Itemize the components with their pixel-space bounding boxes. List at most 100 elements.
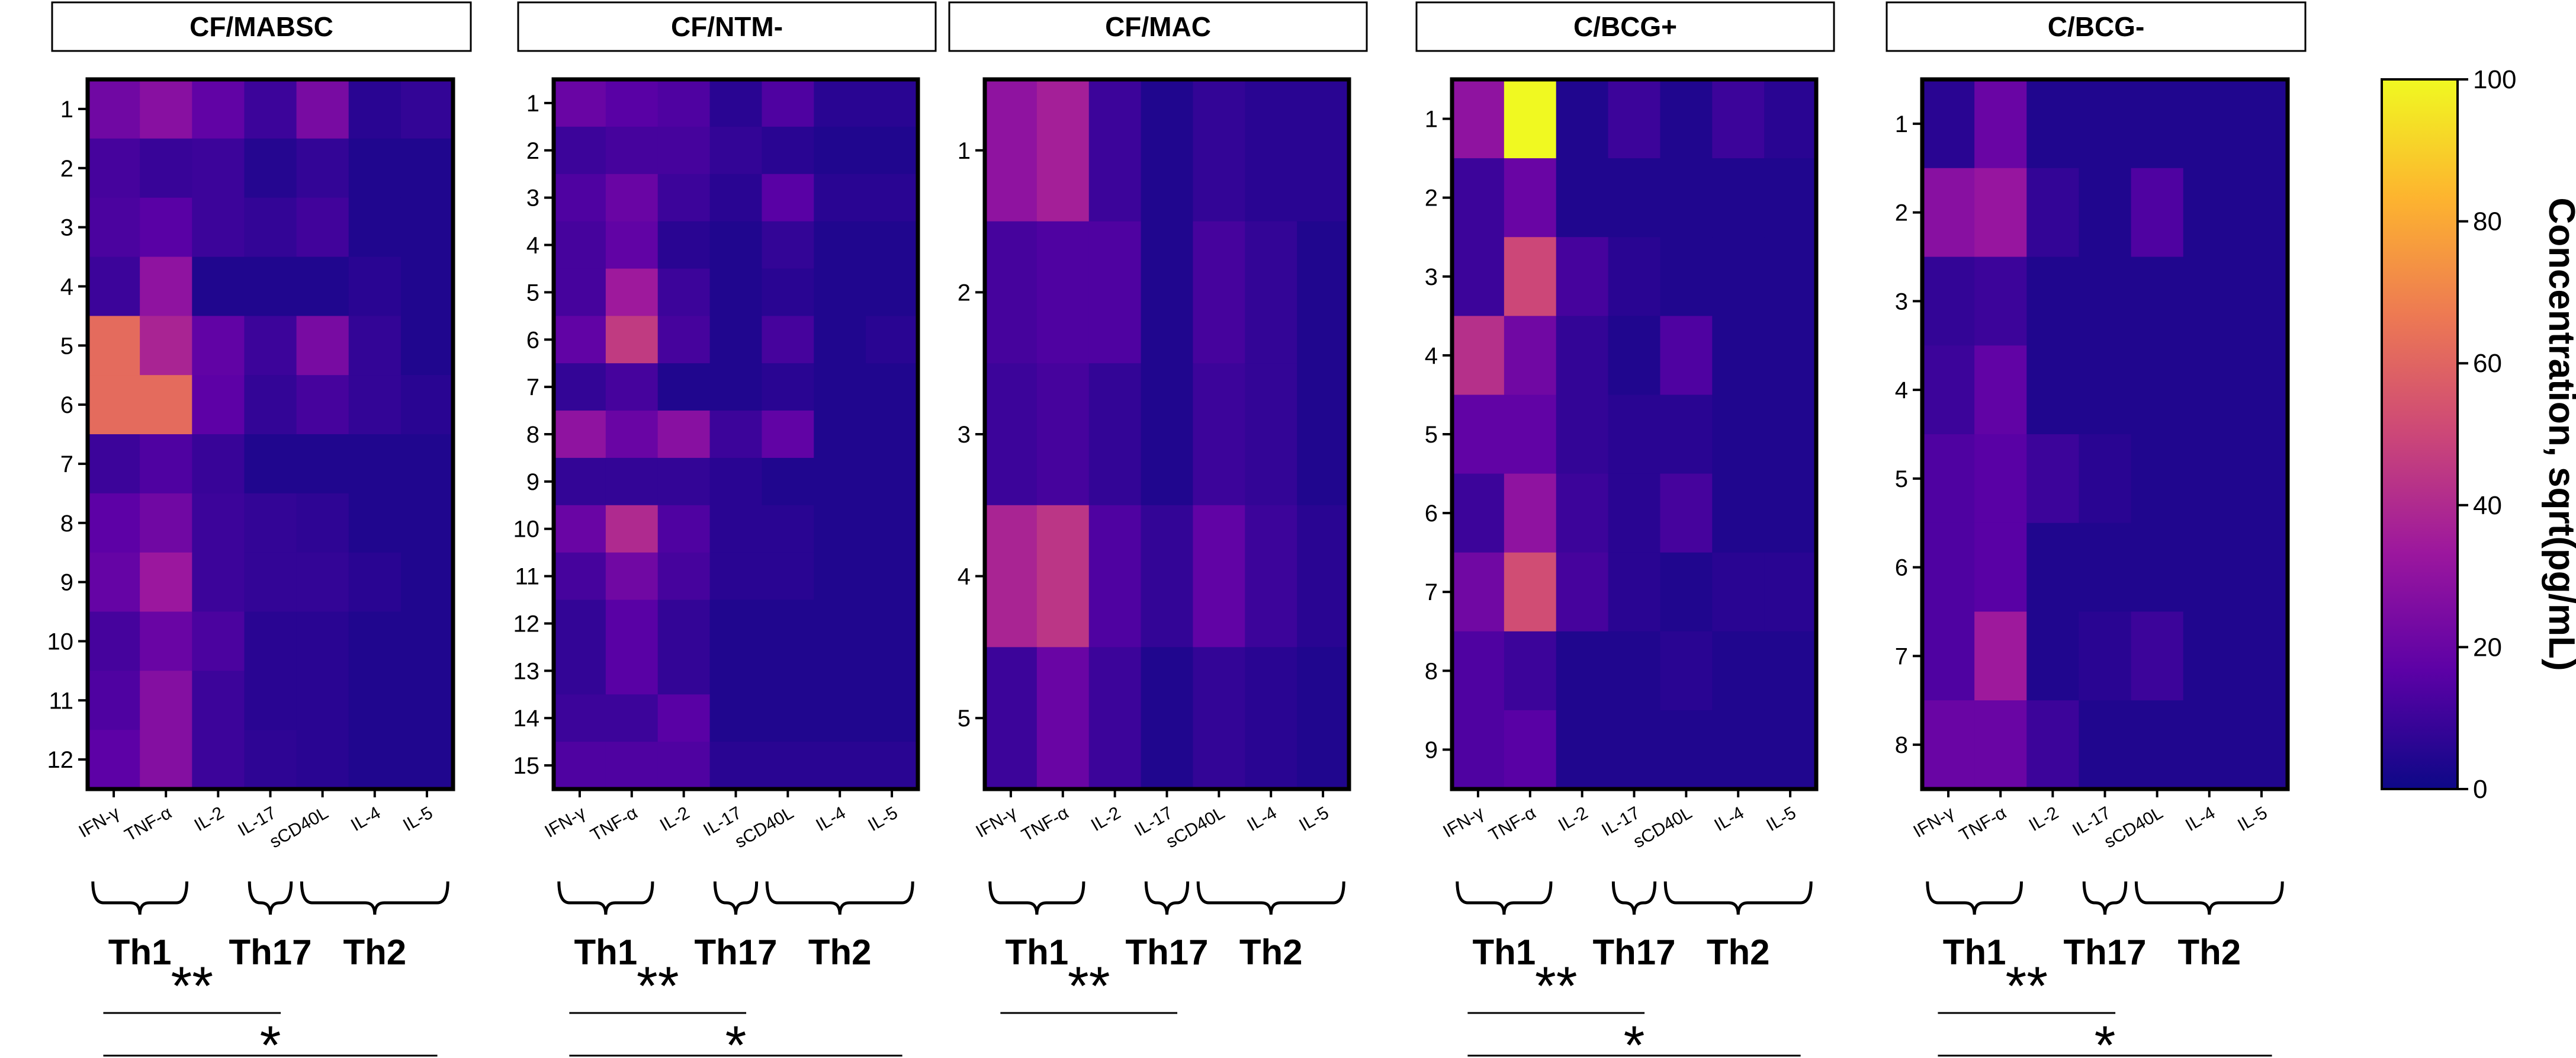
heatmap-cell — [866, 552, 918, 601]
colorbar-tick-label: 60 — [2473, 349, 2502, 378]
significance-stars: ** — [2005, 956, 2048, 1017]
heatmap-cell — [554, 742, 606, 790]
heatmap-cell — [1764, 710, 1817, 790]
heatmap-cell — [866, 647, 918, 695]
heatmap-cell — [2131, 522, 2184, 613]
heatmap-cell — [348, 611, 402, 671]
heatmap-cell — [400, 197, 454, 258]
heatmap-cell — [140, 671, 192, 730]
heatmap-cell — [762, 79, 814, 127]
colorbar-title: Concentration, sqrt(pg/mL) — [2541, 197, 2576, 671]
heatmap-cell — [1660, 79, 1713, 159]
heatmap-cell — [244, 611, 297, 671]
column-label: IFN-γ — [972, 803, 1020, 841]
group-brace — [2082, 881, 2128, 915]
heatmap-cell — [1141, 647, 1194, 790]
row-label: 14 — [513, 706, 540, 732]
panel-title-box — [1886, 1, 2307, 52]
heatmap-cell — [88, 552, 140, 613]
heatmap-cell — [2079, 522, 2132, 613]
column-label: TNF-α — [1956, 803, 2010, 845]
heatmap-cell — [605, 79, 659, 127]
heatmap-cell — [605, 411, 659, 459]
heatmap-cell — [709, 79, 763, 127]
row-label: 5 — [60, 333, 73, 359]
heatmap-cell — [866, 742, 918, 790]
heatmap-cell — [814, 599, 866, 647]
significance-stars: ** — [637, 956, 679, 1017]
column-label: IL-5 — [1296, 803, 1332, 835]
heatmap-cell — [2026, 434, 2080, 524]
row-label: 1 — [1895, 111, 1908, 137]
group-label: Th2 — [1707, 932, 1770, 972]
column-label: IL-4 — [2182, 803, 2218, 835]
panel-title: CF/MABSC — [189, 11, 333, 42]
heatmap-cell — [1660, 395, 1713, 475]
heatmap-cell — [1922, 345, 1975, 435]
row-label: 9 — [60, 570, 73, 596]
heatmap-cell — [296, 434, 349, 494]
row-label: 7 — [526, 374, 539, 400]
column-label: IL-2 — [2026, 803, 2062, 835]
heatmap-cell — [1974, 345, 2027, 435]
heatmap-cell — [814, 174, 866, 222]
heatmap-cell — [709, 363, 763, 411]
row-label: 10 — [47, 629, 74, 655]
heatmap-cell — [1504, 552, 1557, 632]
heatmap-cell — [1556, 473, 1609, 553]
heatmap-cell — [605, 221, 659, 270]
heatmap-cell — [1452, 631, 1505, 711]
heatmap-cell — [192, 257, 245, 316]
heatmap-cell — [1088, 221, 1142, 364]
heatmap-cell — [1712, 237, 1765, 316]
heatmap-cell — [605, 505, 659, 553]
heatmap-cell — [2026, 345, 2080, 435]
heatmap-cell — [296, 257, 349, 316]
heatmap-cell — [140, 730, 192, 790]
column-label: TNF-α — [1486, 803, 1540, 845]
heatmap-cell — [709, 126, 763, 175]
heatmap-cell — [1974, 257, 2027, 346]
heatmap-cell — [1712, 631, 1765, 711]
heatmap-cell — [2026, 522, 2080, 613]
group-brace — [1196, 881, 1345, 915]
heatmap-cell — [1245, 647, 1297, 790]
column-label: IL-4 — [1711, 803, 1747, 835]
heatmap-cell — [88, 138, 140, 198]
panel-title-box — [517, 1, 937, 52]
heatmap-cell — [1764, 158, 1817, 238]
heatmap-cell — [140, 257, 192, 316]
heatmap-cell — [1556, 710, 1609, 790]
heatmap-cell — [554, 316, 606, 364]
heatmap-cell — [348, 257, 402, 316]
row-label: 12 — [47, 747, 74, 773]
colorbar-tick-label: 80 — [2473, 207, 2502, 236]
heatmap-cell — [657, 742, 711, 790]
heatmap-cell — [88, 493, 140, 553]
row-label: 4 — [526, 233, 539, 259]
heatmap-cell — [1141, 363, 1194, 506]
heatmap-cell — [1193, 505, 1245, 647]
heatmap-cell — [88, 671, 140, 730]
heatmap-cell — [1193, 647, 1245, 790]
heatmap-cell — [605, 457, 659, 506]
heatmap-cell — [348, 671, 402, 730]
heatmap-cell — [1660, 237, 1713, 316]
heatmap-cell — [2026, 79, 2080, 169]
heatmap-cell — [2079, 168, 2132, 258]
heatmap-cell — [1504, 316, 1557, 396]
heatmap-cell — [1922, 611, 1975, 701]
heatmap-cell — [140, 493, 192, 553]
heatmap-cell — [709, 411, 763, 459]
heatmap-cell — [1504, 631, 1557, 711]
heatmap-cell — [2131, 434, 2184, 524]
heatmap-cell — [866, 174, 918, 222]
row-label: 5 — [1895, 466, 1908, 492]
heatmap-cell — [814, 363, 866, 411]
heatmap-cell — [554, 411, 606, 459]
heatmap-cell — [1297, 363, 1350, 506]
significance-stars: ** — [171, 956, 213, 1017]
panel-title: C/BCG+ — [1573, 11, 1677, 42]
group-brace — [557, 881, 654, 915]
